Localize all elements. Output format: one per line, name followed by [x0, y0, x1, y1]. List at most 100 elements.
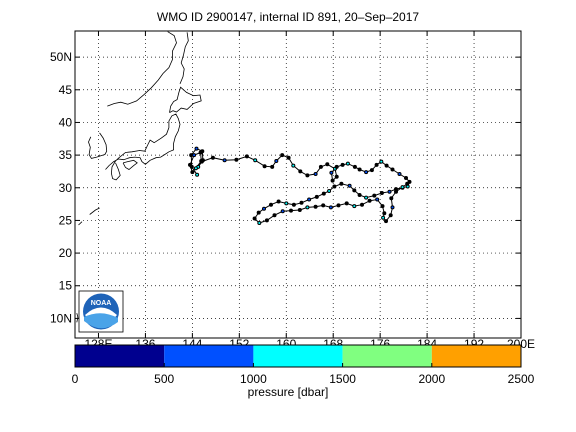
colorbar-segment — [342, 345, 432, 367]
coastline — [107, 31, 177, 107]
profile-point — [299, 200, 304, 205]
coastline — [105, 113, 181, 181]
lat-tick-label: 15 — [59, 279, 73, 293]
profile-point — [289, 208, 293, 213]
lat-tick-label: 25 — [59, 213, 73, 227]
profile-depth-marker — [388, 190, 391, 193]
profile-point — [210, 155, 215, 160]
profile-depth-marker — [285, 202, 288, 205]
profile-point — [291, 202, 296, 207]
profile-point — [272, 213, 277, 218]
profile-point — [336, 203, 341, 208]
profile-point — [352, 188, 357, 193]
profile-depth-marker — [382, 216, 385, 219]
profile-point — [280, 153, 285, 158]
profile-point — [314, 194, 319, 199]
profile-point — [367, 198, 372, 203]
noaa-logo: NOAA — [78, 290, 124, 333]
profile-depth-marker — [328, 190, 331, 192]
colorbar-tick-label: 0 — [72, 372, 79, 386]
colorbar-segment — [431, 345, 521, 367]
profile-point — [360, 202, 364, 207]
profile-point — [264, 218, 269, 223]
profile-point — [199, 159, 204, 164]
profile-point — [262, 164, 267, 169]
profile-point — [357, 193, 362, 197]
profile-depth-marker — [258, 222, 261, 224]
profile-depth-marker — [196, 173, 199, 176]
lat-tick-label: 10N — [50, 311, 72, 325]
colorbar-segment — [75, 345, 165, 367]
lat-tick-label: 35 — [59, 148, 73, 162]
profile-point — [384, 219, 388, 224]
lat-tick-label: 40 — [59, 115, 73, 129]
profile-point — [318, 164, 323, 169]
lat-tick-label: 45 — [59, 83, 73, 97]
profile-point — [374, 162, 379, 167]
profile-depth-marker — [406, 185, 409, 188]
profile-depth-marker — [193, 154, 196, 157]
profile-point — [256, 210, 261, 215]
colorbar-tick-label: 500 — [154, 372, 174, 386]
profile-depth-marker — [223, 159, 226, 162]
colorbar-segment — [164, 345, 254, 367]
profile-point — [339, 181, 344, 186]
profile-point — [344, 201, 349, 206]
lat-tick-label: 50N — [50, 50, 72, 64]
colorbar-segment — [253, 345, 343, 367]
coastline — [88, 132, 108, 159]
coastline — [169, 86, 202, 113]
profile-depth-marker — [263, 207, 265, 210]
pressure-colorbar: 0 500 1000 1500 2000 2500 — [72, 344, 535, 386]
map-gridlines — [75, 31, 522, 338]
colorbar-frame — [74, 344, 522, 368]
coastline — [179, 32, 189, 85]
profile-point — [405, 181, 410, 186]
profile-point — [269, 202, 273, 207]
profile-point — [188, 162, 192, 167]
colorbar-tick-label: 2000 — [418, 372, 445, 386]
colorbar-tick-label: 1000 — [240, 372, 267, 386]
profile-depth-marker — [346, 162, 349, 165]
profile-point — [332, 184, 337, 189]
profile-point — [330, 178, 335, 183]
profile-point — [379, 191, 384, 195]
profile-depth-marker — [365, 196, 368, 199]
profile-point — [340, 162, 345, 167]
coastline — [76, 313, 79, 323]
profile-depth-marker — [275, 160, 278, 162]
colorbar-tick-label: 2500 — [508, 372, 535, 386]
profile-depth-marker — [292, 164, 295, 167]
profile-depth-marker — [194, 167, 197, 170]
profile-depth-marker — [306, 206, 309, 209]
coastline — [78, 221, 83, 226]
profile-point — [325, 162, 330, 167]
profile-depth-marker — [391, 206, 394, 209]
profile-depth-marker — [281, 210, 284, 213]
profile-point — [276, 199, 281, 204]
profile-point — [321, 203, 326, 208]
lat-tick-label: 20 — [59, 246, 73, 260]
profile-point — [357, 167, 362, 172]
profile-depth-marker — [380, 160, 383, 163]
colorbar-label: pressure [dbar] — [247, 385, 329, 399]
lat-tick-label: 30 — [59, 181, 73, 195]
noaa-logo-text: NOAA — [91, 300, 112, 307]
profile-point — [234, 157, 239, 162]
profile-depth-marker — [329, 206, 332, 209]
profile-point — [305, 173, 310, 178]
profile-point — [313, 204, 318, 209]
profile-point — [189, 153, 194, 158]
profile-point — [252, 216, 257, 221]
coastline — [122, 159, 138, 170]
profile-point — [404, 176, 408, 180]
profile-depth-marker — [365, 171, 368, 174]
profile-point — [380, 204, 385, 209]
profile-point — [394, 189, 398, 194]
profile-point — [297, 208, 302, 212]
profile-depth-marker — [195, 147, 198, 150]
profile-depth-marker — [348, 184, 351, 187]
profile-point — [369, 168, 374, 173]
profile-point — [298, 169, 303, 174]
profile-depth-marker — [330, 171, 333, 174]
